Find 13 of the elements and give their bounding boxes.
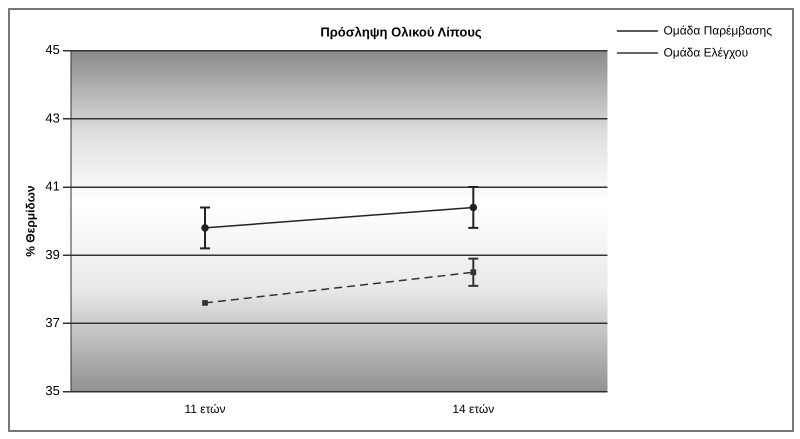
y-tick-label: 41: [45, 178, 60, 194]
legend-label: Ομάδα Ελέγχου: [663, 45, 748, 60]
y-tick-label: 39: [45, 246, 60, 262]
y-tick-label: 45: [45, 42, 60, 58]
legend-label: Ομάδα Παρέμβασης: [663, 23, 772, 38]
y-tick-label: 35: [45, 383, 60, 398]
chart-title: Πρόσληψη Ολικού Λίπους: [320, 24, 482, 40]
y-tick-label: 37: [45, 314, 60, 330]
x-tick-label: 14 ετών: [452, 402, 494, 416]
x-tick-label: 11 ετών: [184, 402, 226, 416]
point: [202, 300, 208, 306]
y-tick-label: 43: [45, 110, 60, 126]
y-axis-title: % Θερμίδων: [24, 185, 38, 257]
